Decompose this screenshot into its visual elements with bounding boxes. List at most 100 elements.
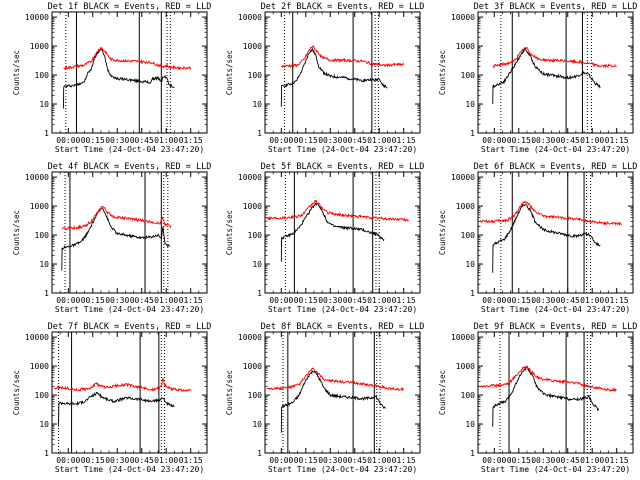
x-tick-label: 01:15	[392, 136, 416, 145]
y-tick-label: 1	[470, 289, 475, 298]
y-tick-label: 1000	[456, 202, 475, 211]
lld-series-line	[63, 47, 192, 71]
y-tick-label: 10000	[451, 13, 475, 22]
plot-frame	[477, 331, 634, 454]
y-tick-label: 1	[44, 449, 49, 458]
x-tick-label: 00:15	[507, 456, 531, 465]
plot-frame	[264, 11, 421, 134]
x-tick-label: 00:30	[531, 296, 555, 305]
chart-panel: Det 1f BLACK = Events, RED = LLD 1 10 100 10…	[12, 2, 211, 154]
x-tick-label: 00:45	[343, 296, 367, 305]
chart-title: Det 5f BLACK = Events, RED = LLD	[261, 162, 425, 172]
x-axis-label: Start Time (24-Oct-04 23:47:20)	[268, 145, 417, 154]
events-series-line	[280, 370, 386, 433]
x-tick-label: 00:45	[556, 456, 580, 465]
lld-series-line	[479, 201, 622, 226]
x-tick-label: 00:45	[556, 296, 580, 305]
y-tick-label: 10	[252, 260, 262, 269]
y-tick-label: 1	[470, 129, 475, 138]
x-tick-label: 01:15	[605, 136, 629, 145]
y-axis-label: Counts/sec	[225, 370, 234, 415]
x-tick-label: 00:00	[269, 136, 293, 145]
chart-panel: Det 6f BLACK = Events, RED = LLD 1 10 100 10…	[438, 162, 637, 314]
y-tick-label: 1	[44, 129, 49, 138]
x-tick-label: 00:15	[294, 296, 318, 305]
plot-frame	[477, 171, 634, 294]
x-tick-label: 01:00	[580, 136, 604, 145]
x-tick-label: 00:30	[105, 296, 129, 305]
plot-area	[61, 172, 172, 293]
y-tick-label: 1000	[456, 362, 475, 371]
x-tick-label: 00:30	[531, 136, 555, 145]
plot-area	[266, 172, 409, 293]
y-tick-label: 10	[39, 260, 49, 269]
x-tick-label: 00:00	[269, 456, 293, 465]
plot-frame	[51, 171, 208, 294]
y-axis-label: Counts/sec	[438, 210, 447, 255]
x-tick-label: 00:15	[294, 136, 318, 145]
chart-title: Det 3f BLACK = Events, RED = LLD	[474, 2, 638, 12]
lld-series-line	[266, 367, 404, 392]
y-tick-label: 1000	[243, 42, 262, 51]
x-axis-label: Start Time (24-Oct-04 23:47:20)	[481, 465, 630, 474]
x-tick-label: 01:15	[605, 296, 629, 305]
plot-area	[266, 332, 404, 453]
events-series-line	[280, 202, 385, 262]
chart-title: Det 2f BLACK = Events, RED = LLD	[261, 2, 425, 12]
chart-title: Det 4f BLACK = Events, RED = LLD	[48, 162, 212, 172]
y-axis-label: Counts/sec	[12, 50, 21, 95]
y-tick-label: 1000	[243, 202, 262, 211]
y-tick-label: 10	[465, 420, 475, 429]
x-tick-label: 01:00	[154, 296, 178, 305]
x-tick-label: 01:00	[154, 136, 178, 145]
x-tick-label: 00:00	[56, 456, 80, 465]
lld-series-line	[53, 376, 192, 392]
y-tick-label: 10	[39, 420, 49, 429]
x-tick-label: 01:00	[580, 296, 604, 305]
x-tick-label: 01:00	[367, 296, 391, 305]
y-tick-label: 1	[44, 289, 49, 298]
plot-frame	[51, 11, 208, 134]
plot-frame	[264, 171, 421, 294]
plot-area	[280, 12, 405, 133]
x-axis-label: Start Time (24-Oct-04 23:47:20)	[268, 305, 417, 314]
events-series-line	[492, 203, 601, 273]
x-tick-label: 00:15	[294, 456, 318, 465]
x-tick-label: 00:30	[318, 456, 342, 465]
x-tick-label: 01:15	[179, 456, 203, 465]
x-tick-label: 01:00	[580, 456, 604, 465]
y-tick-label: 100	[461, 391, 476, 400]
y-axis-label: Counts/sec	[438, 370, 447, 415]
x-tick-label: 00:15	[507, 296, 531, 305]
y-axis-label: Counts/sec	[225, 50, 234, 95]
plot-area	[479, 172, 622, 293]
x-tick-label: 01:15	[179, 296, 203, 305]
x-tick-label: 00:30	[318, 296, 342, 305]
y-tick-label: 10	[465, 100, 475, 109]
y-tick-label: 100	[35, 71, 50, 80]
y-tick-label: 10000	[25, 13, 49, 22]
y-tick-label: 1000	[243, 362, 262, 371]
y-tick-label: 10000	[451, 173, 475, 182]
chart-panel: Det 2f BLACK = Events, RED = LLD 1 10 100 10…	[225, 2, 424, 154]
y-tick-label: 1000	[456, 42, 475, 51]
x-tick-label: 01:15	[392, 456, 416, 465]
y-tick-label: 1000	[30, 42, 49, 51]
plot-area	[62, 12, 192, 133]
chart-panel: Det 7f BLACK = Events, RED = LLD 1 10 100 10…	[12, 322, 211, 474]
y-tick-label: 100	[35, 391, 50, 400]
chart-panel: Det 4f BLACK = Events, RED = LLD 1 10 100 10…	[12, 162, 211, 314]
chart-title: Det 8f BLACK = Events, RED = LLD	[261, 322, 425, 332]
y-tick-label: 10000	[25, 173, 49, 182]
y-tick-label: 10	[252, 100, 262, 109]
x-axis-label: Start Time (24-Oct-04 23:47:20)	[55, 465, 204, 474]
y-tick-label: 1	[257, 289, 262, 298]
x-tick-label: 00:45	[556, 136, 580, 145]
chart-panel: Det 5f BLACK = Events, RED = LLD 1 10 100 10…	[225, 162, 424, 314]
x-tick-label: 00:45	[130, 456, 154, 465]
y-axis-label: Counts/sec	[12, 370, 21, 415]
y-tick-label: 100	[461, 231, 476, 240]
events-series-line	[61, 208, 170, 271]
chart-title: Det 6f BLACK = Events, RED = LLD	[474, 162, 638, 172]
